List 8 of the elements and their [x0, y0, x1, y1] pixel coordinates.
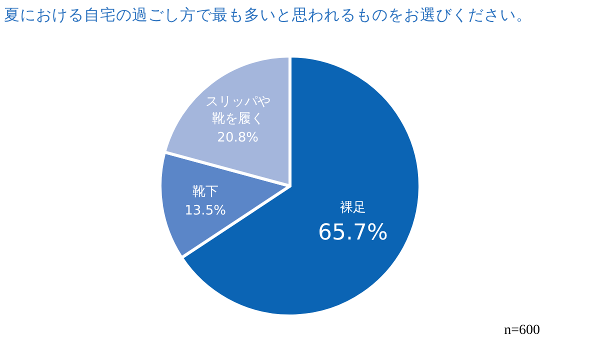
- slice-label: 靴下: [192, 184, 218, 200]
- data-label: 13.5%: [184, 204, 226, 219]
- slice-label: スリッパや靴を履く: [205, 94, 270, 126]
- data-label: 20.8%: [217, 130, 258, 146]
- chart-title: 夏における自宅の過ごし方で最も多いと思われるものをお選びください。: [4, 6, 532, 24]
- data-label: 65.7%: [318, 220, 388, 246]
- slice-label: 裸足: [340, 200, 366, 216]
- text: n=600: [504, 323, 540, 338]
